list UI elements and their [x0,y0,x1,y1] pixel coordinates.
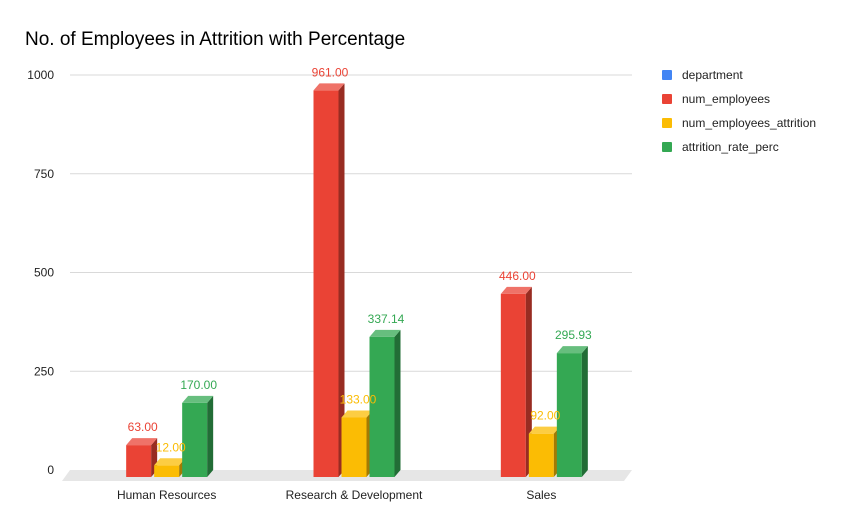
bar-top [126,438,158,446]
bar-side [338,83,345,477]
legend-item: num_employees_attrition [662,116,816,130]
bar-num_employees_attrition [528,426,560,477]
x-category-label: Research & Development [286,488,423,502]
legend-label: num_employees_attrition [682,116,816,130]
legend-item: num_employees [662,92,770,106]
bar-top [556,346,588,354]
y-tick-label: 500 [34,266,54,280]
bar-top [500,286,532,294]
bar-top [341,410,373,418]
legend-label: attrition_rate_perc [682,140,779,154]
legend-swatch [662,118,672,128]
legend-item: attrition_rate_perc [662,140,779,154]
legend-swatch [662,94,672,104]
y-tick-label: 1000 [27,68,54,82]
bar-num_employees [500,286,532,477]
bar-num_employees_attrition [154,458,186,477]
bar-side [207,395,214,477]
data-label: 12.00 [156,440,186,454]
bar-top [369,329,401,337]
y-tick-label: 250 [34,364,54,378]
bar-top [182,395,214,403]
bar-num_employees [126,438,158,477]
bar-num_employees_attrition [341,410,373,477]
data-label: 446.00 [499,269,536,283]
legend-label: department [682,68,743,82]
data-label: 63.00 [128,420,158,434]
bar-side [394,329,401,477]
legend: department num_employees num_employees_att… [662,68,816,154]
legend-swatch [662,142,672,152]
data-label: 295.93 [555,328,592,342]
bar-top [528,426,560,434]
bar-side [525,286,532,477]
bar-attrition_rate_perc [182,395,214,477]
legend-item: department [662,68,743,82]
bar-front [556,353,582,477]
chart-title: No. of Employees in Attrition with Perce… [25,29,405,50]
y-axis-ticks: 0 250 500 750 1000 [27,68,54,477]
x-axis-categories: Human Resources Research & Development Sal… [117,488,556,502]
bar-attrition_rate_perc [556,346,588,477]
y-tick-label: 750 [34,167,54,181]
data-label: 961.00 [312,65,349,79]
bar-side [581,346,588,477]
x-category-label: Human Resources [117,488,216,502]
data-label: 92.00 [530,409,560,423]
legend-label: num_employees [682,92,770,106]
bar-attrition_rate_perc [369,329,401,477]
bars [126,83,588,477]
bar-front [341,417,367,477]
bar-front [182,402,208,477]
legend-swatch [662,70,672,80]
y-tick-label: 0 [47,463,54,477]
data-label: 337.14 [368,312,405,326]
bar-num_employees [313,83,345,477]
bar-top [313,83,345,91]
bar-front [500,293,526,477]
grid [70,74,632,372]
data-labels: 63.00 12.00 170.00 961.00 133.00 337.14 446.00… [128,65,592,454]
bar-top [154,458,186,466]
bar-front [313,90,339,477]
x-category-label: Sales [526,488,556,502]
bar-front [154,465,180,477]
data-label: 170.00 [180,378,217,392]
bar-front [528,433,554,477]
bar-front [369,336,395,477]
data-label: 133.00 [340,392,377,406]
bar-front [126,445,152,477]
